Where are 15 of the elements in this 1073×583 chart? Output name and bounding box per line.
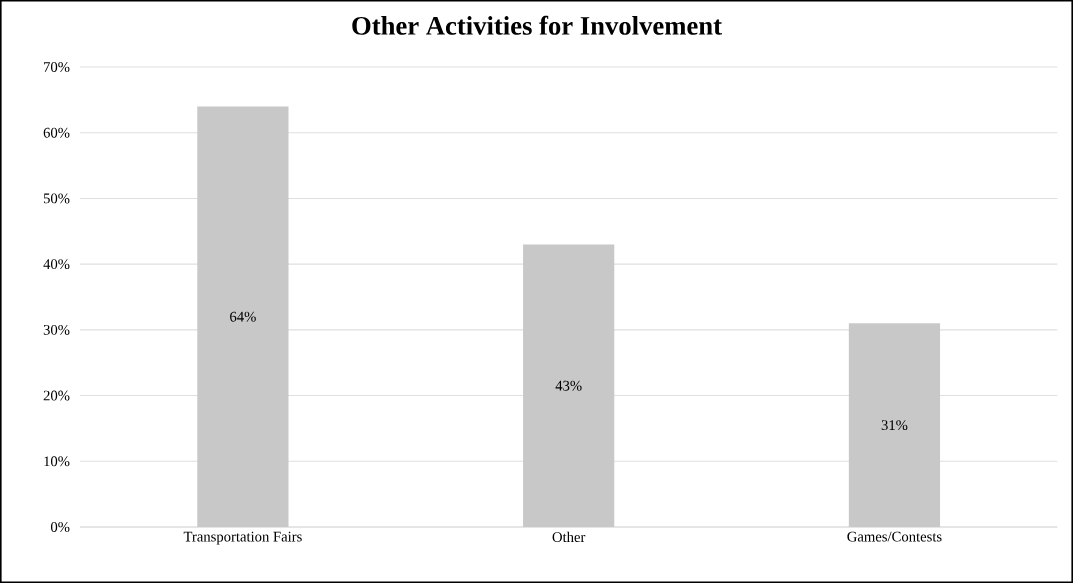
data-label: 64%: [230, 311, 256, 322]
y-tick-label: 10%: [44, 456, 70, 467]
y-tick-label: 0%: [50, 522, 70, 532]
data-label: 43%: [555, 380, 582, 391]
y-tick-label: 20%: [43, 390, 70, 401]
y-tick-label: 40%: [43, 259, 70, 270]
x-tick-label: Games/Contests: [847, 531, 942, 542]
x-tick-label: Other: [552, 531, 586, 543]
y-tick-label: 70%: [44, 62, 70, 72]
y-tick-label: 30%: [43, 324, 70, 335]
y-tick-label: 60%: [43, 127, 70, 138]
data-label: 31%: [881, 420, 908, 431]
x-tick-label: Transportation Fairs: [183, 531, 302, 545]
chart-title: Other Activities for Involvement: [352, 15, 722, 35]
y-tick-label: 50%: [43, 193, 70, 204]
